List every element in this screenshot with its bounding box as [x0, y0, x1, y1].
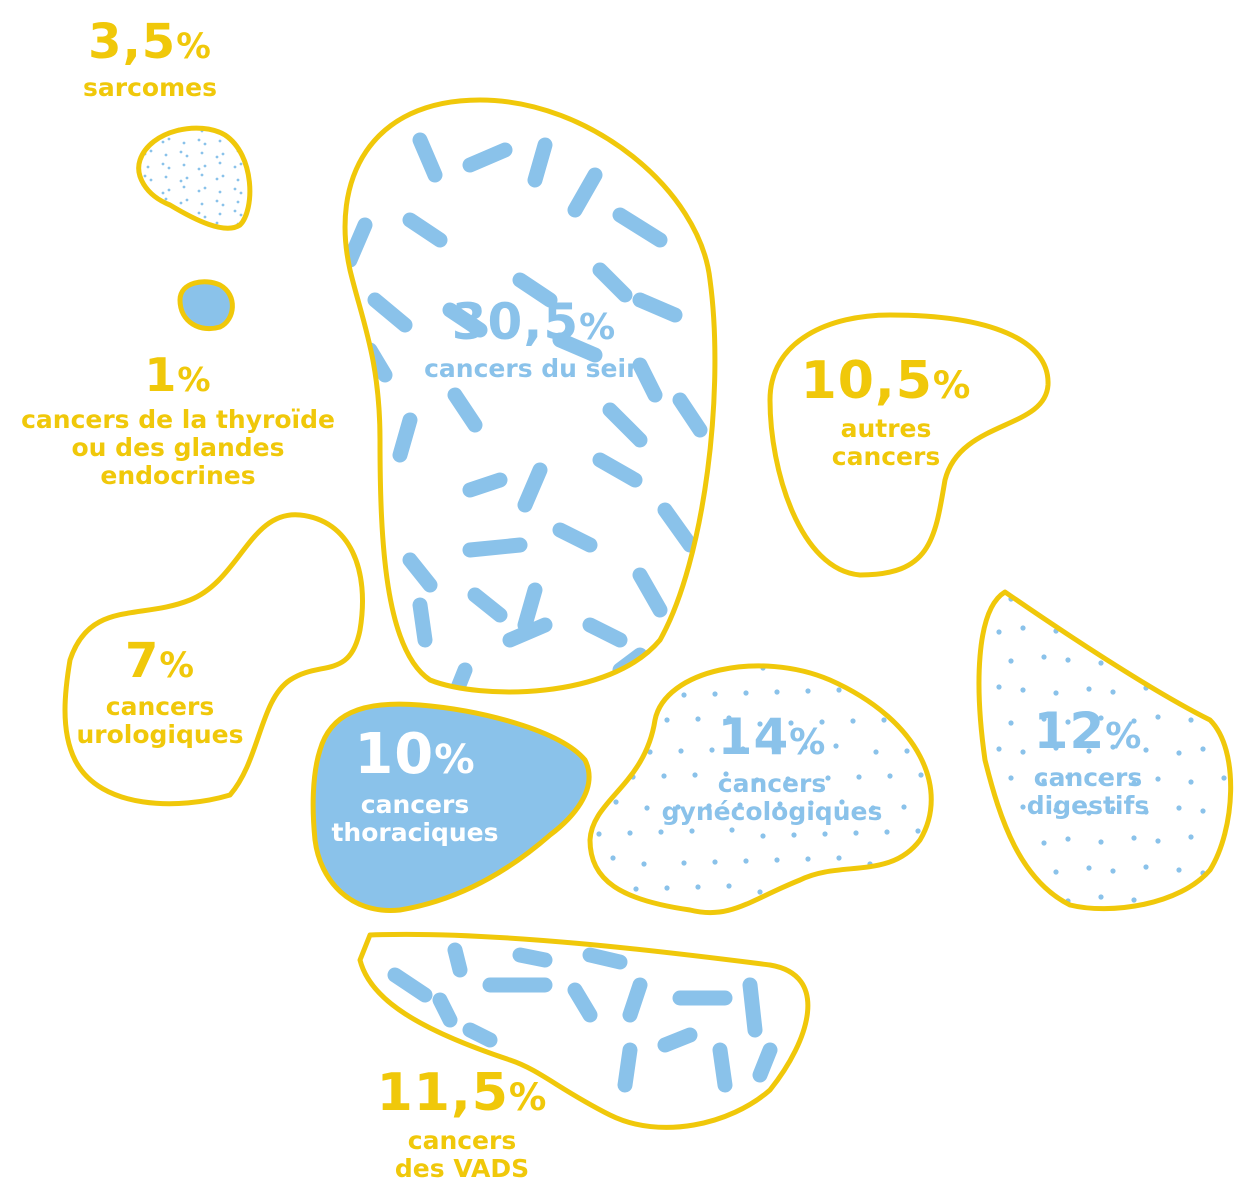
- autres-value: 10,5: [800, 351, 933, 411]
- urologiques-category-name: cancers urologiques: [0, 693, 360, 749]
- vads-value: 11,5: [376, 1063, 509, 1123]
- sein-percentage: 30,5%: [334, 297, 734, 347]
- sein-category-name: cancers du sein: [334, 355, 734, 383]
- vads-label: 11,5% cancers des VADS: [262, 1067, 662, 1183]
- thoraciques-category-line: thoraciques: [331, 818, 499, 847]
- autres-category-line: autres: [840, 414, 932, 443]
- sarcomes-value: 3,5: [88, 14, 177, 70]
- autres-label: 10,5% autres cancers: [686, 355, 1086, 471]
- thoraciques-blob: [310, 701, 592, 913]
- vads-category-line: cancers: [407, 1126, 517, 1155]
- urologiques-category-line: urologiques: [76, 720, 244, 749]
- sein-category-line: cancers du sein: [424, 354, 644, 383]
- sarcomes-blob: [136, 125, 253, 231]
- autres-blob: [767, 312, 1051, 578]
- thoraciques-value: 10: [354, 722, 435, 787]
- vads-percent-sign: %: [508, 1075, 548, 1119]
- gynecologiques-percentage: 14%: [572, 712, 972, 762]
- sarcomes-percent-sign: %: [176, 27, 212, 67]
- thyroide-category-line: cancers de la thyroïde: [21, 405, 335, 434]
- sein-value: 30,5: [451, 293, 580, 351]
- sarcomes-percentage: 3,5%: [0, 18, 350, 66]
- digestifs-category-name: cancers digestifs: [888, 764, 1234, 820]
- vads-blob: [357, 931, 811, 1130]
- sarcomes-label: 3,5% sarcomes: [0, 18, 350, 102]
- vads-category-name: cancers des VADS: [262, 1127, 662, 1183]
- gynecologiques-label: 14% cancers gynécologiques: [572, 712, 972, 826]
- autres-category-name: autres cancers: [686, 415, 1086, 471]
- sein-percent-sign: %: [579, 307, 617, 348]
- thyroide-blob: [177, 279, 235, 332]
- thyroide-value: 1: [144, 348, 178, 402]
- thyroide-percentage: 1%: [0, 352, 378, 398]
- urologiques-percent-sign: %: [159, 646, 196, 686]
- thoraciques-category-name: cancers thoraciques: [215, 791, 615, 847]
- thyroide-category-name: cancers de la thyroïde ou des glandes endo…: [0, 406, 378, 490]
- outline-layer: [62, 97, 1234, 1130]
- digestifs-percentage: 12%: [888, 706, 1234, 756]
- thyroide-category-line: endocrines: [100, 461, 256, 490]
- digestifs-category-line: digestifs: [1026, 791, 1150, 820]
- digestifs-label: 12% cancers digestifs: [888, 706, 1234, 820]
- pattern-layer: [143, 128, 1227, 1093]
- gynecologiques-category-name: cancers gynécologiques: [572, 770, 972, 826]
- sein-dash-pattern: [345, 132, 708, 692]
- sarcomes-dot-pattern: [143, 128, 243, 229]
- vads-category-line: des VADS: [394, 1154, 530, 1183]
- autres-percent-sign: %: [932, 363, 972, 407]
- sarcomes-category-line: sarcomes: [83, 73, 217, 102]
- sein-label: 30,5% cancers du sein: [334, 297, 734, 383]
- urologiques-value: 7: [124, 633, 160, 689]
- thoraciques-percentage: 10%: [215, 727, 615, 783]
- urologiques-label: 7% cancers urologiques: [0, 637, 360, 749]
- thoraciques-percent-sign: %: [434, 736, 476, 783]
- gynecologiques-category-line: gynécologiques: [661, 797, 883, 826]
- vads-percentage: 11,5%: [262, 1067, 662, 1119]
- vads-dash-pattern: [387, 942, 778, 1093]
- digestifs-category-line: cancers: [1033, 763, 1143, 792]
- thoraciques-label: 10% cancers thoraciques: [215, 727, 615, 847]
- digestifs-percent-sign: %: [1105, 716, 1143, 757]
- urologiques-blob: [62, 512, 365, 807]
- thyroide-percent-sign: %: [177, 360, 212, 399]
- autres-percentage: 10,5%: [686, 355, 1086, 407]
- digestifs-blob: [976, 589, 1234, 912]
- gynecologiques-value: 14: [717, 708, 790, 766]
- urologiques-category-line: cancers: [105, 692, 215, 721]
- gynecologiques-category-line: cancers: [717, 769, 827, 798]
- thoraciques-category-line: cancers: [360, 790, 470, 819]
- digestifs-value: 12: [1033, 702, 1106, 760]
- gynecologiques-percent-sign: %: [789, 722, 827, 763]
- urologiques-percentage: 7%: [0, 637, 360, 685]
- sarcomes-category-name: sarcomes: [0, 74, 350, 102]
- gynecologiques-blob: [587, 663, 934, 916]
- thyroide-category-line: ou des glandes: [71, 433, 285, 462]
- thyroide-label: 1% cancers de la thyroïde ou des glandes en…: [0, 352, 378, 490]
- autres-category-line: cancers: [831, 442, 941, 471]
- sein-blob: [342, 97, 718, 695]
